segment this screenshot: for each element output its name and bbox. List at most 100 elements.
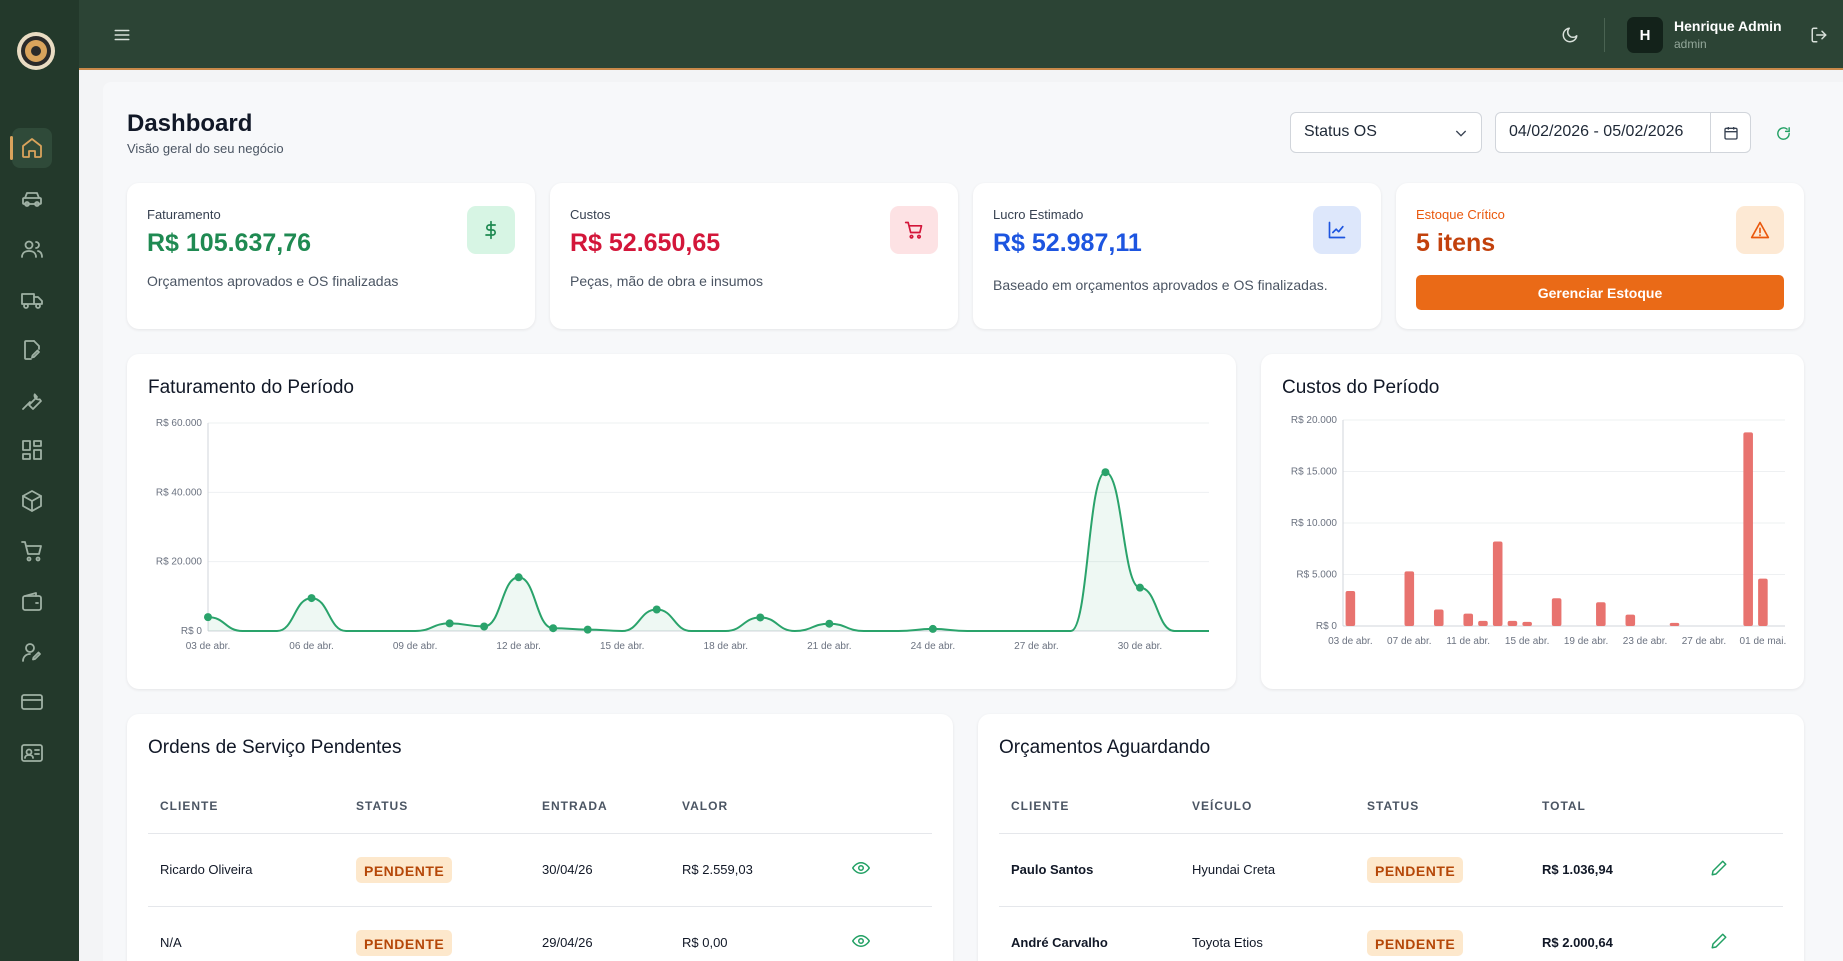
revenue-point[interactable] (825, 619, 834, 628)
cost-bar[interactable] (1551, 598, 1562, 626)
logout-button[interactable] (1806, 22, 1832, 48)
sidebar-item-purchases[interactable] (12, 531, 52, 571)
col-actions (1698, 779, 1783, 834)
x-tick-label: 19 de abr. (1564, 636, 1608, 647)
cost-bar[interactable] (1507, 620, 1518, 626)
revenue-point[interactable] (652, 605, 661, 614)
revenue-series-line (207, 471, 1209, 633)
cost-bar[interactable] (1345, 590, 1356, 626)
cost-bar[interactable] (1478, 620, 1488, 626)
manage-stock-button[interactable]: Gerenciar Estoque (1416, 275, 1784, 310)
cost-bar[interactable] (1758, 578, 1768, 626)
revenue-point[interactable] (928, 624, 937, 633)
revenue-point[interactable] (549, 624, 558, 633)
x-tick-label: 11 de abr. (1446, 636, 1490, 647)
chart-line-icon (1313, 206, 1361, 254)
edit-quote-button[interactable] (1698, 906, 1783, 961)
revenue-label: Faturamento (147, 207, 221, 222)
revenue-point[interactable] (1135, 583, 1144, 592)
eye-icon (852, 862, 870, 874)
revenue-chart: R$ 60.000 R$ 40.000 R$ 20.000 R$ 0 03 de abr… (156, 418, 1209, 652)
status-badge: PENDENTE (1367, 929, 1464, 956)
cost-chart: R$ 20.000 R$ 15.000 R$ 10.000 R$ 5.000 R$ 0 0… (1291, 415, 1787, 647)
x-tick-label: 07 de abr. (1387, 636, 1431, 647)
revenue-point[interactable] (445, 619, 454, 628)
table-row: Ricardo Oliveira PENDENTE 30/04/26 R$ 2.… (148, 833, 932, 907)
status-badge: PENDENTE (356, 856, 453, 883)
sidebar-item-vehicles[interactable] (12, 179, 52, 219)
profit-label: Lucro Estimado (993, 207, 1084, 222)
col-value: VALOR (670, 779, 840, 834)
stock-value: 5 itens (1416, 229, 1496, 257)
sidebar-item-transport[interactable] (12, 280, 52, 320)
col-actions (840, 779, 932, 834)
order-status-cell: PENDENTE (344, 906, 530, 961)
x-tick-label: 21 de abr. (807, 641, 851, 652)
costs-card: Custos R$ 52.650,65 Peças, mão de obra e… (550, 183, 958, 329)
home-icon (22, 138, 42, 158)
x-tick-label: 01 de mai. (1740, 636, 1787, 647)
x-tick-label: 24 de abr. (911, 641, 955, 652)
y-tick-label: R$ 40.000 (156, 487, 203, 498)
revenue-point[interactable] (204, 613, 212, 622)
sidebar-item-modules[interactable] (12, 430, 52, 470)
quote-client: Paulo Santos (999, 833, 1180, 907)
sidebar-item-orders[interactable] (12, 330, 52, 370)
x-tick-label: 30 de abr. (1118, 641, 1162, 652)
sidebar-item-services[interactable] (12, 380, 52, 420)
user-edit-icon (22, 643, 41, 662)
pending-quotes-card: Orçamentos Aguardando CLIENTE VEÍCULO ST… (978, 714, 1804, 961)
cost-bar[interactable] (1743, 432, 1753, 626)
sidebar-item-payments[interactable] (12, 682, 52, 722)
cost-bar[interactable] (1596, 602, 1606, 626)
date-range-input[interactable]: 04/02/2026 - 05/02/2026 (1495, 112, 1711, 153)
sidebar-item-home[interactable] (10, 128, 52, 168)
table-row: Paulo Santos Hyundai Creta PENDENTE R$ 1… (999, 833, 1783, 907)
col-entry: ENTRADA (530, 779, 670, 834)
revenue-point[interactable] (756, 613, 765, 622)
quote-status-cell: PENDENTE (1355, 833, 1530, 907)
cost-bar[interactable] (1433, 609, 1444, 626)
warning-icon (1736, 206, 1784, 254)
revenue-chart-title: Faturamento do Período (148, 377, 354, 398)
sidebar-item-inventory[interactable] (12, 481, 52, 521)
cost-bar[interactable] (1404, 571, 1415, 626)
avatar[interactable]: H (1627, 17, 1663, 53)
refresh-button[interactable] (1770, 120, 1796, 146)
cost-bar[interactable] (1492, 541, 1503, 626)
x-tick-label: 27 de abr. (1014, 641, 1058, 652)
moon-icon (1562, 27, 1578, 43)
col-total: TOTAL (1530, 779, 1698, 834)
view-order-button[interactable] (840, 833, 932, 907)
user-name: Henrique Admin (1674, 18, 1782, 34)
x-tick-label: 18 de abr. (704, 641, 748, 652)
revenue-point[interactable] (307, 594, 316, 603)
status-os-select[interactable]: Status OS (1290, 112, 1482, 153)
x-tick-label: 06 de abr. (289, 641, 333, 652)
view-order-button[interactable] (840, 906, 932, 961)
calendar-button[interactable] (1710, 112, 1751, 153)
cost-bar[interactable] (1463, 613, 1474, 626)
profit-desc: Baseado em orçamentos aprovados e OS fin… (993, 277, 1328, 293)
theme-toggle-button[interactable] (1557, 22, 1583, 48)
revenue-point[interactable] (583, 625, 592, 634)
sidebar-item-staff[interactable] (12, 632, 52, 672)
sidebar-item-finance[interactable] (12, 582, 52, 622)
cost-bar[interactable] (1625, 614, 1636, 626)
revenue-point[interactable] (1101, 468, 1110, 477)
edit-quote-button[interactable] (1698, 833, 1783, 907)
cost-bar[interactable] (1522, 621, 1532, 626)
sidebar-item-contacts[interactable] (12, 733, 52, 773)
order-value: R$ 2.559,03 (670, 833, 840, 907)
quote-total: R$ 1.036,94 (1530, 833, 1698, 907)
dollar-icon (467, 206, 515, 254)
menu-toggle-button[interactable] (109, 22, 135, 48)
eye-icon (852, 935, 870, 947)
gear-logo-icon[interactable] (15, 30, 57, 72)
revenue-chart-card: Faturamento do Período R$ 60.000 R$ 40.00… (127, 354, 1236, 689)
pending-orders-title: Ordens de Serviço Pendentes (148, 737, 402, 758)
cost-bar[interactable] (1669, 622, 1680, 626)
revenue-point[interactable] (480, 622, 489, 631)
sidebar-item-clients[interactable] (12, 229, 52, 269)
revenue-point[interactable] (514, 573, 523, 582)
